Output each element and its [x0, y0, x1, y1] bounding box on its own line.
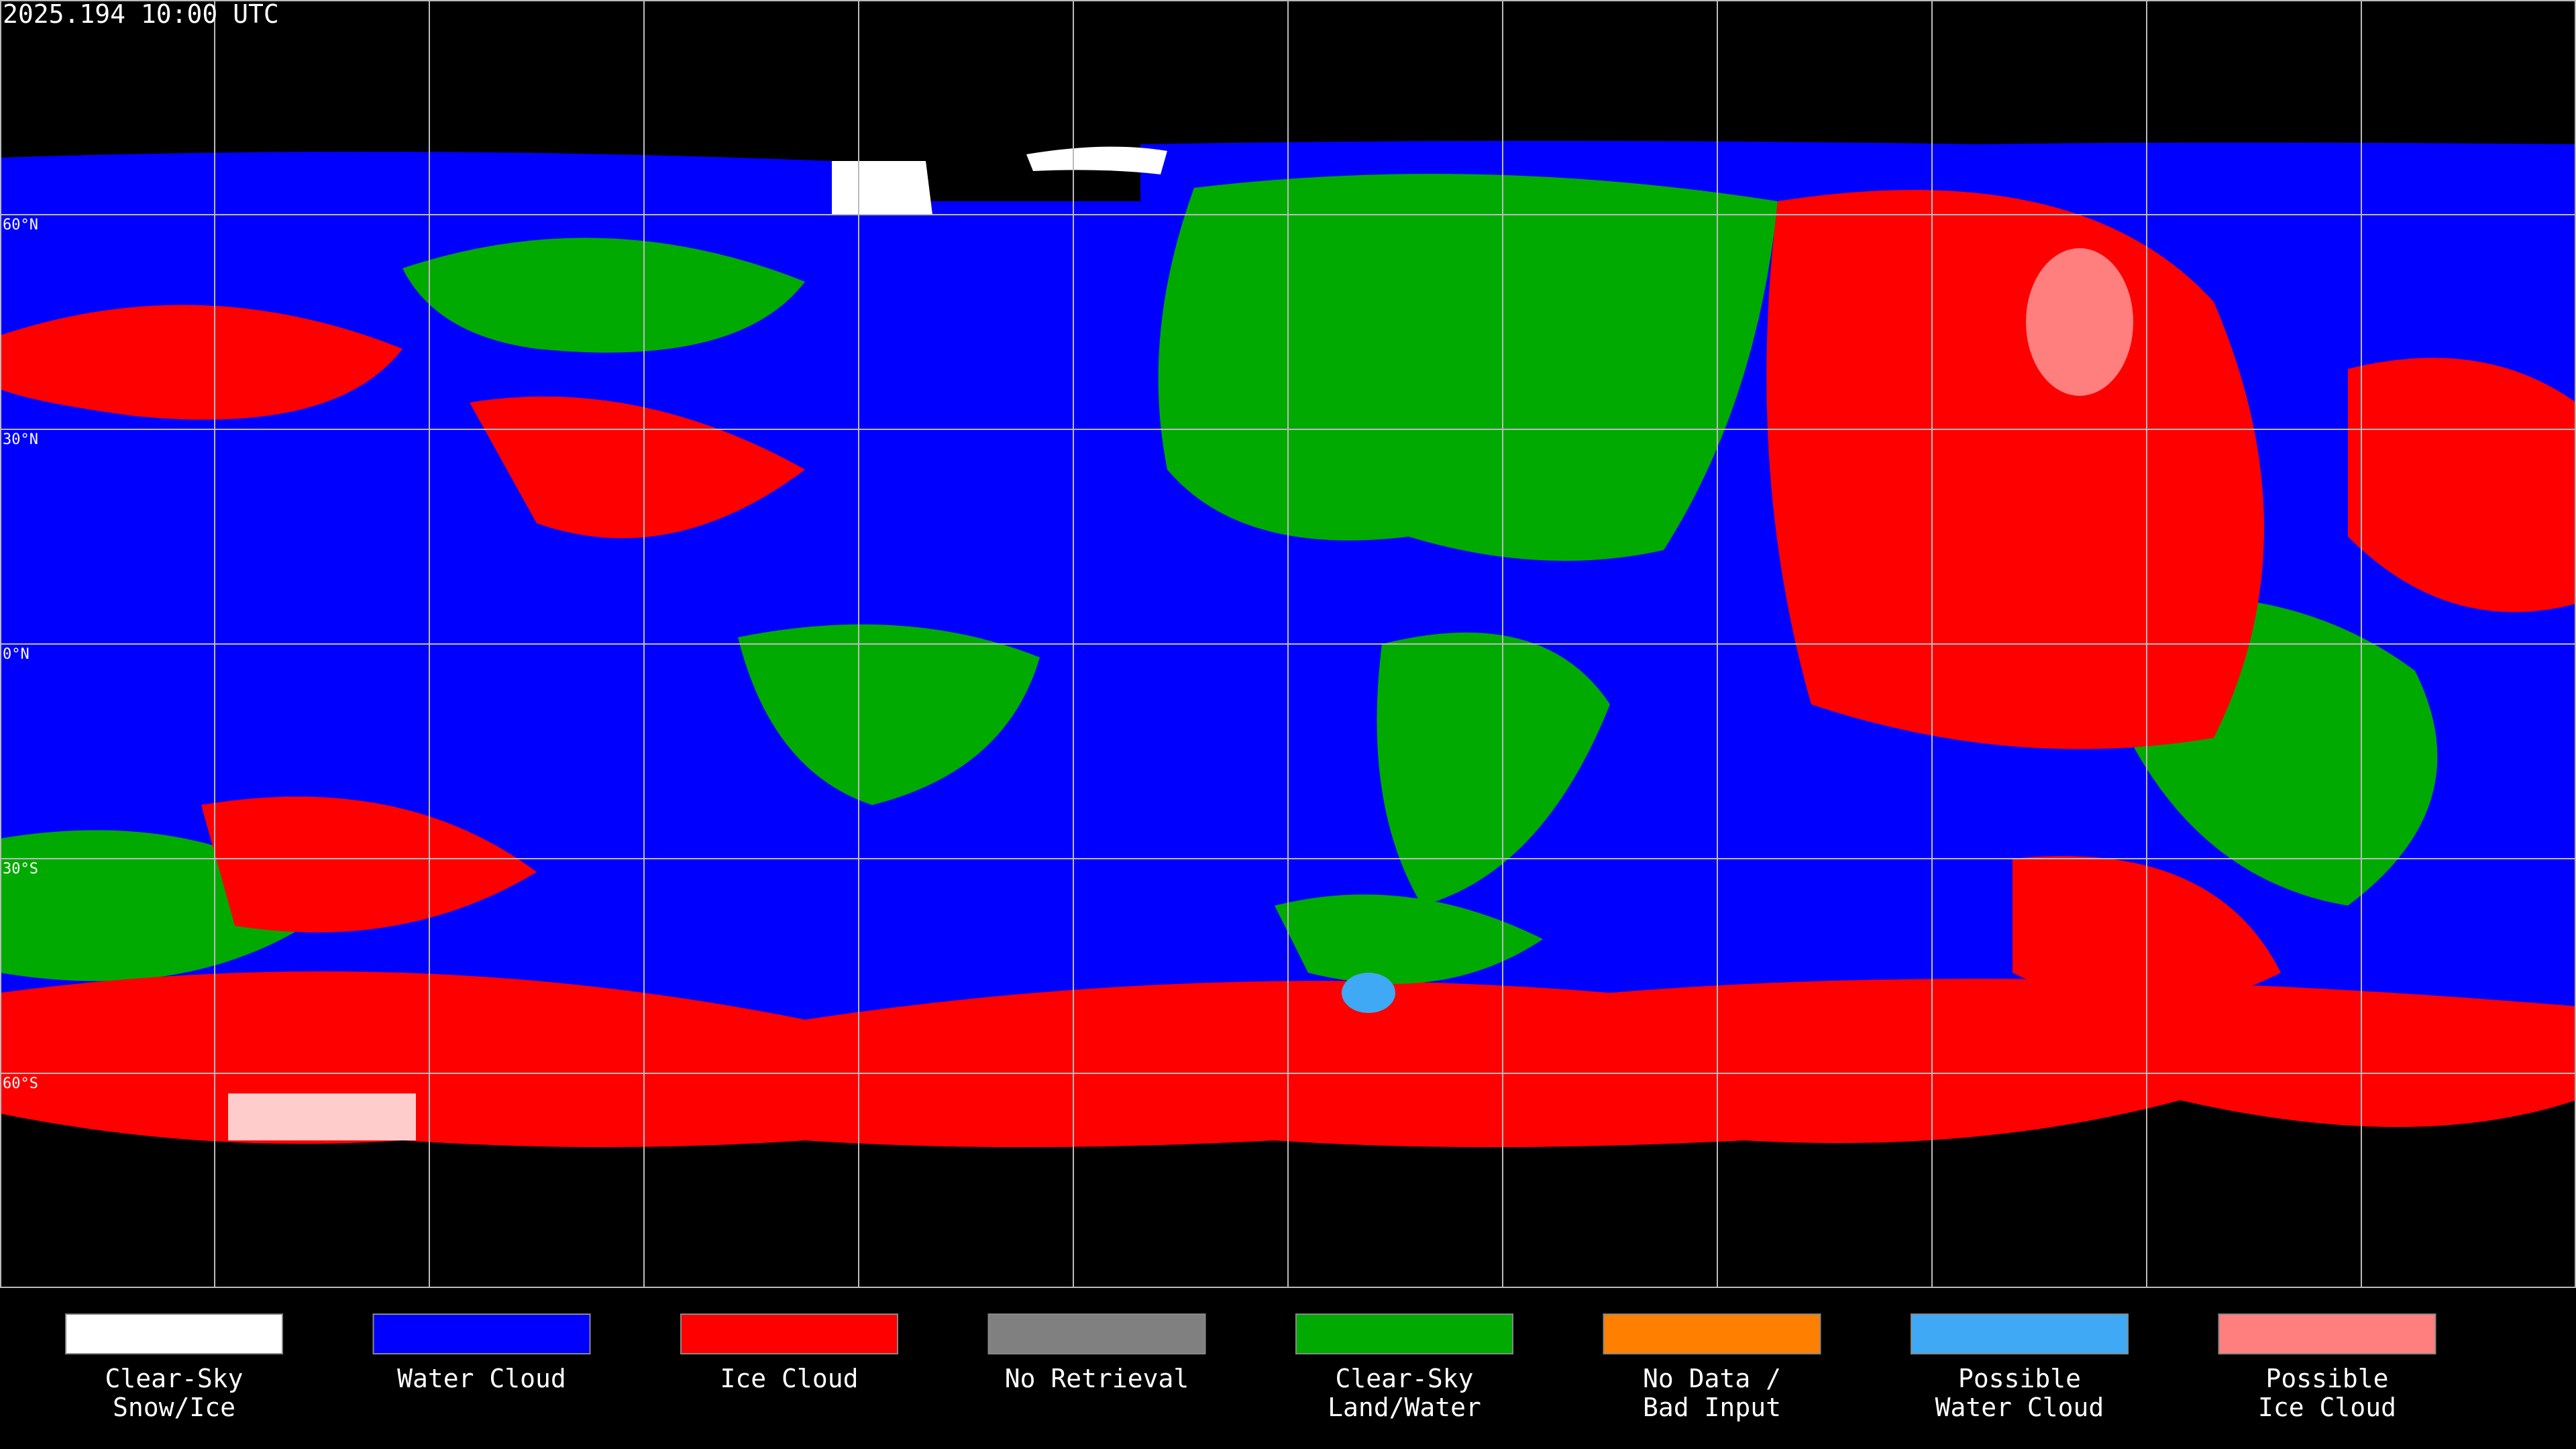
legend-label: No Retrieval — [1005, 1364, 1189, 1393]
legend-label: Clear-Sky — [1336, 1364, 1474, 1393]
legend-swatch — [1295, 1313, 1513, 1354]
legend-label: Water Cloud — [397, 1364, 566, 1393]
legend-label: Bad Input — [1643, 1393, 1781, 1422]
latitude-label: 60°S — [3, 1075, 38, 1092]
legend-label: No Data / — [1643, 1364, 1781, 1393]
legend-label: Ice Cloud — [2258, 1393, 2396, 1422]
legend-label: Clear-Sky — [105, 1364, 244, 1393]
latitude-label: 60°N — [3, 217, 38, 233]
legend-swatch — [1603, 1313, 1821, 1354]
legend-swatch — [1911, 1313, 2129, 1354]
legend-swatch — [987, 1313, 1206, 1354]
latitude-label: 0°N — [3, 646, 30, 663]
legend-label: Water Cloud — [1935, 1393, 2104, 1422]
legend-swatch — [65, 1313, 283, 1354]
legend-label: Land/Water — [1328, 1393, 1481, 1422]
legend-swatch — [680, 1313, 898, 1354]
legend-swatch — [2218, 1313, 2436, 1354]
latitude-label: 30°S — [3, 861, 38, 877]
graticule — [0, 0, 2576, 1288]
legend-label: Ice Cloud — [720, 1364, 859, 1393]
timestamp: 2025.194 10:00 UTC — [3, 0, 279, 29]
legend-swatch — [372, 1313, 591, 1354]
legend-label: Snow/Ice — [113, 1393, 235, 1422]
latitude-label: 30°N — [3, 431, 38, 448]
legend-label: Possible — [2265, 1364, 2388, 1393]
legend-label: Possible — [1958, 1364, 2081, 1393]
